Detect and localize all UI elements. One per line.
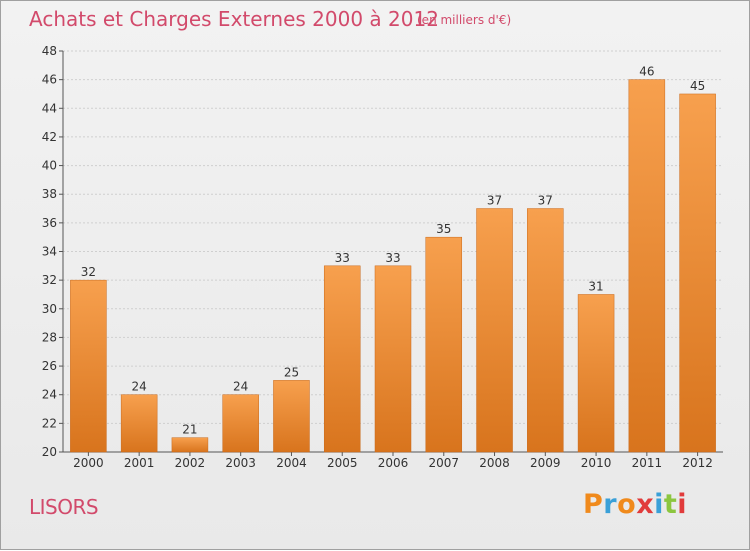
data-label-2006: 33 <box>385 251 400 265</box>
x-tick-label-2001: 2001 <box>124 456 155 470</box>
y-tick-label: 20 <box>42 445 57 459</box>
x-tick-label-2007: 2007 <box>428 456 459 470</box>
data-label-2012: 45 <box>690 79 705 93</box>
y-tick-label: 44 <box>42 101 57 115</box>
x-tick-label-2012: 2012 <box>682 456 713 470</box>
x-tick-label-2010: 2010 <box>581 456 612 470</box>
x-tick-label-2002: 2002 <box>175 456 206 470</box>
y-tick-label: 36 <box>42 216 57 230</box>
bar-2011 <box>628 79 666 453</box>
y-tick-label: 46 <box>42 73 57 87</box>
x-tick-label-2008: 2008 <box>479 456 510 470</box>
y-tick-label: 22 <box>42 416 57 430</box>
bar-2002 <box>171 437 209 453</box>
data-label-2009: 37 <box>538 194 553 208</box>
y-tick-label: 48 <box>42 44 57 58</box>
gridlines <box>63 50 723 453</box>
y-tick-label: 38 <box>42 187 57 201</box>
chart-unit-note: (en milliers d'€) <box>417 13 512 27</box>
logo-letter: i <box>677 489 688 520</box>
logo-letter: o <box>617 489 637 520</box>
data-label-2000: 32 <box>81 265 96 279</box>
data-label-2010: 31 <box>588 279 603 293</box>
data-label-2008: 37 <box>487 194 502 208</box>
proxiti-logo[interactable]: Proxiti <box>583 489 687 520</box>
data-labels: 32 24 21 24 25 33 33 35 37 37 31 46 45 <box>81 65 706 437</box>
bar-2001 <box>120 394 158 453</box>
x-tick-label-2006: 2006 <box>378 456 409 470</box>
x-tick-label-2000: 2000 <box>73 456 104 470</box>
bar-2008 <box>476 208 513 453</box>
bar-2003 <box>222 394 259 453</box>
data-label-2004: 25 <box>284 365 299 379</box>
x-tick-label-2005: 2005 <box>327 456 358 470</box>
data-label-2005: 33 <box>335 251 350 265</box>
bar-2007 <box>425 236 463 453</box>
bar-2012 <box>679 93 716 453</box>
bar-2009 <box>527 208 564 453</box>
x-tick-label-2004: 2004 <box>276 456 307 470</box>
bar-2010 <box>577 294 615 453</box>
chart-title: Achats et Charges Externes 2000 à 2012 <box>29 7 439 31</box>
x-tick-label-2003: 2003 <box>225 456 256 470</box>
logo-letter: x <box>636 489 655 520</box>
y-tick-label: 24 <box>42 388 57 402</box>
data-label-2001: 24 <box>132 380 147 394</box>
logo-letter: P <box>583 489 604 520</box>
bar-2005 <box>323 265 361 453</box>
y-tick-label: 32 <box>42 273 57 287</box>
bar-2006 <box>374 265 412 453</box>
data-label-2007: 35 <box>436 222 451 236</box>
place-name: LISORS <box>29 495 99 519</box>
logo-letter: r <box>603 489 618 520</box>
data-label-2011: 46 <box>639 65 654 79</box>
data-label-2002: 21 <box>182 423 197 437</box>
y-tick-label: 26 <box>42 359 57 373</box>
y-tick-label: 34 <box>42 245 57 259</box>
axes: 20 22 24 26 28 30 32 34 36 38 40 42 44 46 48 2000 2001 20… <box>42 44 723 470</box>
x-tick-label-2011: 2011 <box>632 456 663 470</box>
y-tick-label: 28 <box>42 330 57 344</box>
logo-letter: i <box>654 489 664 520</box>
y-tick-label: 42 <box>42 130 57 144</box>
y-tick-label: 30 <box>42 302 57 316</box>
bars <box>70 79 716 453</box>
bar-2004 <box>273 380 310 453</box>
y-tick-label: 40 <box>42 159 57 173</box>
data-label-2003: 24 <box>233 380 248 394</box>
bar-2000 <box>70 279 107 453</box>
logo-letter: t <box>663 489 678 520</box>
x-tick-label-2009: 2009 <box>530 456 561 470</box>
